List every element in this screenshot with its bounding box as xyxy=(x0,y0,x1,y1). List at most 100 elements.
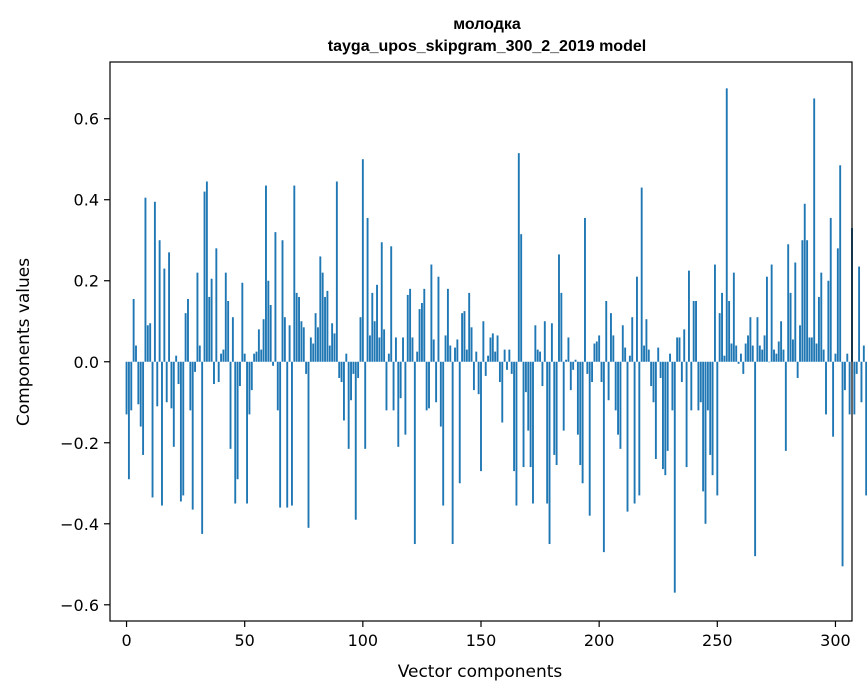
bar-24 xyxy=(182,361,185,496)
bar-192 xyxy=(579,361,582,466)
bar-257 xyxy=(732,272,735,362)
chart-subtitle: tayga_upos_skipgram_300_2_2019 model xyxy=(328,38,646,55)
bar-61 xyxy=(269,305,272,362)
bar-92 xyxy=(343,361,345,421)
y-tick-label: 0.2 xyxy=(74,272,99,291)
bar-225 xyxy=(657,347,660,362)
bar-79 xyxy=(312,343,315,362)
y-tick-label: −0.4 xyxy=(60,515,99,534)
bar-101 xyxy=(364,361,367,449)
bar-220 xyxy=(645,319,648,362)
bar-290 xyxy=(810,337,813,362)
bar-25 xyxy=(184,313,187,362)
bar-56 xyxy=(257,329,260,362)
bar-58 xyxy=(262,319,265,362)
bar-48 xyxy=(239,361,241,387)
bar-255 xyxy=(728,300,731,362)
bar-193 xyxy=(581,361,584,484)
bar-206 xyxy=(612,335,615,362)
bar-299 xyxy=(832,361,835,437)
bar-110 xyxy=(385,361,388,411)
bar-122 xyxy=(413,361,416,545)
bar-116 xyxy=(399,361,402,399)
bar-39 xyxy=(217,361,220,382)
bar-301 xyxy=(836,248,839,362)
bar-35 xyxy=(208,296,211,362)
bar-45 xyxy=(231,317,234,362)
bar-283 xyxy=(794,262,797,362)
bar-163 xyxy=(510,361,513,374)
bar-99 xyxy=(359,317,362,362)
bar-208 xyxy=(617,361,619,435)
bar-155 xyxy=(491,333,494,362)
bar-278 xyxy=(782,349,785,362)
bar-2 xyxy=(130,361,133,411)
bar-308 xyxy=(853,361,856,415)
bar-185 xyxy=(562,361,565,431)
bar-146 xyxy=(470,327,473,362)
bar-226 xyxy=(659,361,662,378)
bar-286 xyxy=(801,240,804,362)
bar-144 xyxy=(465,349,468,362)
bar-47 xyxy=(236,361,239,480)
bar-258 xyxy=(735,345,738,362)
bar-149 xyxy=(477,361,480,395)
bar-158 xyxy=(498,361,501,382)
bar-233 xyxy=(676,337,679,362)
bar-68 xyxy=(286,361,289,508)
x-tick-label: 200 xyxy=(584,631,615,650)
bar-188 xyxy=(569,361,572,391)
bar-103 xyxy=(368,335,371,362)
bar-50 xyxy=(243,353,246,362)
bar-111 xyxy=(387,353,390,362)
bar-94 xyxy=(347,361,350,449)
bar-260 xyxy=(739,353,742,362)
bar-244 xyxy=(702,361,705,492)
bar-104 xyxy=(371,292,374,362)
bar-80 xyxy=(314,313,317,362)
bar-168 xyxy=(522,361,525,468)
bar-60 xyxy=(267,280,270,362)
bar-231 xyxy=(671,361,674,411)
bar-156 xyxy=(494,351,497,362)
bar-277 xyxy=(780,321,783,362)
bar-237 xyxy=(685,361,688,468)
bar-313 xyxy=(865,361,867,496)
bar-98 xyxy=(357,361,360,378)
bar-70 xyxy=(291,361,293,506)
bar-123 xyxy=(416,351,419,362)
bar-113 xyxy=(392,361,395,411)
bar-102 xyxy=(366,217,369,362)
bar-205 xyxy=(610,313,612,362)
bar-306 xyxy=(848,361,851,415)
bar-199 xyxy=(595,341,598,362)
bar-32 xyxy=(201,361,204,534)
bar-293 xyxy=(817,296,820,362)
bar-177 xyxy=(543,321,546,362)
bar-262 xyxy=(744,343,747,362)
bar-120 xyxy=(409,288,412,362)
bar-172 xyxy=(532,361,534,504)
bar-153 xyxy=(487,355,490,362)
bar-253 xyxy=(723,355,726,362)
bar-162 xyxy=(508,349,511,362)
bar-115 xyxy=(397,361,400,447)
bar-263 xyxy=(747,335,749,362)
bar-221 xyxy=(647,349,650,362)
bar-242 xyxy=(697,361,700,411)
bar-84 xyxy=(324,296,326,362)
bar-145 xyxy=(468,292,471,362)
bar-62 xyxy=(272,361,274,366)
bar-124 xyxy=(418,309,421,362)
bar-174 xyxy=(536,349,539,362)
bar-251 xyxy=(718,313,721,362)
bar-23 xyxy=(179,361,182,502)
bar-311 xyxy=(860,361,863,403)
bar-249 xyxy=(714,264,716,362)
bar-239 xyxy=(690,361,693,411)
bar-270 xyxy=(763,335,766,362)
bar-143 xyxy=(463,311,466,362)
bar-216 xyxy=(636,276,638,362)
bar-31 xyxy=(198,345,201,362)
